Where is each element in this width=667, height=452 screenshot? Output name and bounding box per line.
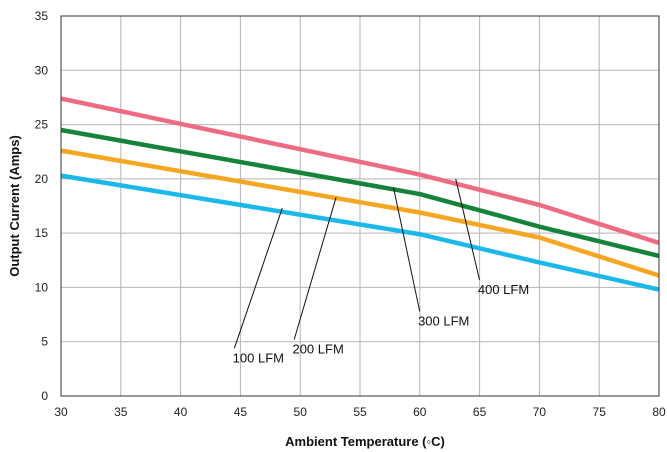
x-tick-label: 65 xyxy=(473,405,487,419)
x-tick-label: 80 xyxy=(652,405,666,419)
x-tick-label: 60 xyxy=(413,405,427,419)
annotation-label-100-lfm: 100 LFM xyxy=(233,350,284,365)
y-tick-label: 20 xyxy=(35,172,49,186)
y-tick-label: 0 xyxy=(41,389,48,403)
series-line-200-lfm xyxy=(60,148,660,278)
x-tick-label: 30 xyxy=(54,405,68,419)
y-tick-labels: 0 5 10 15 20 25 30 35 xyxy=(35,9,49,403)
annotation-leader-300-lfm xyxy=(392,187,421,312)
y-tick-label: 15 xyxy=(35,226,49,240)
x-tick-label: 70 xyxy=(533,405,547,419)
grid xyxy=(60,15,660,397)
annotation-leader-400-lfm xyxy=(455,178,481,281)
x-tick-label: 40 xyxy=(174,405,188,419)
annotation-label-400-lfm: 400 LFM xyxy=(478,282,529,297)
y-tick-label: 10 xyxy=(35,280,49,294)
x-axis-title: Ambient Temperature (◦C) xyxy=(285,434,445,449)
annotation-leader-200-lfm xyxy=(293,197,337,340)
series-lines xyxy=(60,96,660,292)
series-line-100-lfm xyxy=(60,173,660,292)
y-tick-label: 5 xyxy=(41,335,48,349)
x-tick-label: 75 xyxy=(593,405,607,419)
series-line-300-lfm xyxy=(60,127,660,259)
x-tick-label: 50 xyxy=(294,405,308,419)
annotation-leader-100-lfm xyxy=(233,208,283,349)
plot-frame xyxy=(60,15,660,397)
x-tick-label: 55 xyxy=(353,405,367,419)
y-tick-label: 30 xyxy=(35,63,49,77)
annotation-label-200-lfm: 200 LFM xyxy=(292,342,343,357)
annotation-label-300-lfm: 300 LFM xyxy=(418,313,469,328)
x-tick-label: 35 xyxy=(114,405,128,419)
annotation-labels: 400 LFM 300 LFM 200 LFM 100 LFM xyxy=(233,282,529,365)
y-tick-label: 25 xyxy=(35,118,49,132)
y-tick-label: 35 xyxy=(35,9,49,23)
y-axis-title: Output Current (Amps) xyxy=(7,135,22,277)
annotation-leaders xyxy=(233,178,481,349)
x-tick-labels: 30 35 40 45 50 55 60 65 70 75 80 xyxy=(54,405,666,419)
series-line-400-lfm xyxy=(60,96,660,246)
x-tick-label: 45 xyxy=(234,405,248,419)
